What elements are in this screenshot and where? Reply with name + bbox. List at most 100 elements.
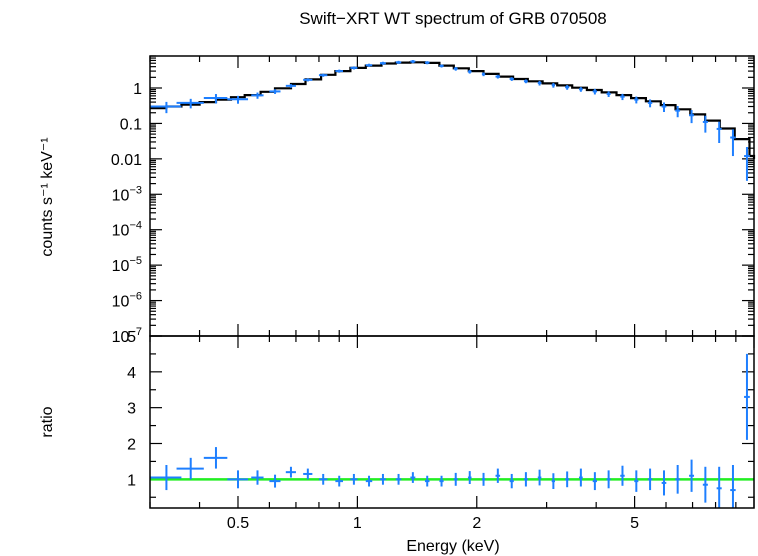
ratio-point [647, 468, 653, 491]
spectrum-point [365, 63, 373, 67]
y-tick-label: 5 [127, 329, 136, 346]
spectrum-point [509, 77, 514, 81]
top-y-tick-labels: 1 0.1 0.01 10−3 10−4 10−5 10−6 10−7 [111, 81, 142, 346]
spectrum-point [675, 105, 681, 118]
spectrum-point [350, 66, 358, 70]
spectrum-point [453, 66, 458, 71]
ratio-point [702, 466, 708, 503]
spectrum-point [379, 61, 386, 65]
y-tick-label: 4 [127, 365, 136, 382]
y-tick-label: 10−7 [112, 326, 142, 346]
ratio-point [318, 473, 328, 485]
ratio-point [203, 447, 228, 469]
top-axis-ticks [149, 55, 755, 337]
ratio-point [285, 466, 296, 478]
ratio-point [606, 470, 611, 489]
ratio-point [578, 468, 583, 487]
ratio-point [269, 474, 281, 488]
ratio-point [227, 470, 249, 489]
spectrum-point [565, 85, 570, 90]
x-axis-label: Energy (keV) [406, 538, 499, 555]
ratio-point [410, 472, 416, 483]
ratio-point [176, 457, 204, 480]
spectrum-point [203, 94, 228, 104]
ratio-panel: ratio 1 2 3 4 5 0.5 1 2 5 [39, 329, 755, 532]
ratio-point [730, 465, 736, 508]
spectrum-point [150, 101, 182, 114]
spectrum-point [620, 93, 625, 101]
y-tick-label: 1 [127, 472, 136, 489]
bottom-panel-frame [149, 335, 755, 509]
spectrum-point [481, 72, 486, 77]
ratio-point [439, 475, 444, 487]
ratio-point [335, 475, 344, 487]
spectrum-point [495, 74, 501, 79]
model-curve [150, 61, 756, 159]
ratio-point [303, 468, 313, 480]
spectrum-panel: counts s⁻¹ keV⁻¹ 1 0.1 0.01 10−3 10−4 10−5 10−… [39, 55, 756, 346]
ratio-point [481, 472, 486, 486]
spectrum-point [227, 95, 249, 104]
spectrum-point [303, 78, 313, 82]
ratio-point [395, 473, 402, 485]
spectrum-point [537, 80, 542, 86]
spectrum-point [634, 96, 639, 104]
ratio-data-points [150, 353, 750, 508]
spectrum-point [551, 83, 556, 88]
bottom-y-tick-labels: 1 2 3 4 5 [127, 329, 136, 489]
ratio-point [495, 468, 501, 483]
spectrum-point [467, 69, 472, 74]
ratio-point [592, 472, 598, 491]
y-tick-label: 10−6 [112, 291, 142, 311]
ratio-point [620, 465, 625, 486]
spectrum-data-points [150, 60, 750, 181]
spectrum-point [606, 91, 611, 97]
spectrum-point [716, 121, 722, 144]
x-tick-label: 1 [353, 515, 362, 532]
spectrum-point [285, 84, 296, 88]
y-tick-label: 0.1 [120, 116, 142, 133]
x-tick-label: 2 [472, 515, 481, 532]
spectrum-point [410, 60, 416, 64]
spectrum-point [661, 102, 667, 113]
ratio-point [716, 466, 722, 508]
chart-title: Swift−XRT WT spectrum of GRB 070508 [299, 9, 607, 28]
ratio-point [350, 473, 358, 485]
spectrum-point [647, 99, 653, 108]
spectrum-point [335, 69, 344, 73]
ratio-point [675, 465, 681, 494]
spectrum-point [269, 89, 281, 94]
ratio-point [537, 469, 542, 486]
x-tick-labels: 0.5 1 2 5 [227, 515, 639, 532]
spectrum-point [702, 115, 708, 133]
bottom-y-axis-label: ratio [39, 406, 56, 437]
ratio-point [379, 473, 386, 485]
y-tick-label: 2 [127, 437, 136, 454]
y-tick-label: 10−4 [112, 220, 142, 240]
spectrum-point [592, 88, 598, 95]
ratio-point [689, 459, 695, 492]
spectrum-point [578, 87, 583, 92]
model-step-line [150, 61, 756, 159]
y-tick-label: 10−5 [112, 255, 142, 275]
y-tick-label: 1 [133, 81, 142, 98]
spectrum-point [730, 129, 736, 157]
x-tick-label: 0.5 [227, 515, 249, 532]
spectrum-point [424, 61, 430, 65]
ratio-point [661, 470, 667, 496]
spectrum-point [395, 60, 402, 64]
spectrum-point [439, 64, 444, 68]
ratio-point [453, 472, 458, 486]
y-tick-label: 10−3 [112, 184, 142, 204]
ratio-point [424, 475, 430, 487]
spectrum-point [251, 92, 264, 99]
ratio-point [744, 353, 750, 440]
spectrum-point [689, 110, 695, 124]
ratio-point [565, 471, 570, 488]
spectrum-point [176, 98, 204, 109]
ratio-point [467, 471, 472, 484]
spectrum-point [318, 73, 328, 77]
ratio-point [551, 473, 556, 490]
ratio-point [150, 465, 182, 491]
